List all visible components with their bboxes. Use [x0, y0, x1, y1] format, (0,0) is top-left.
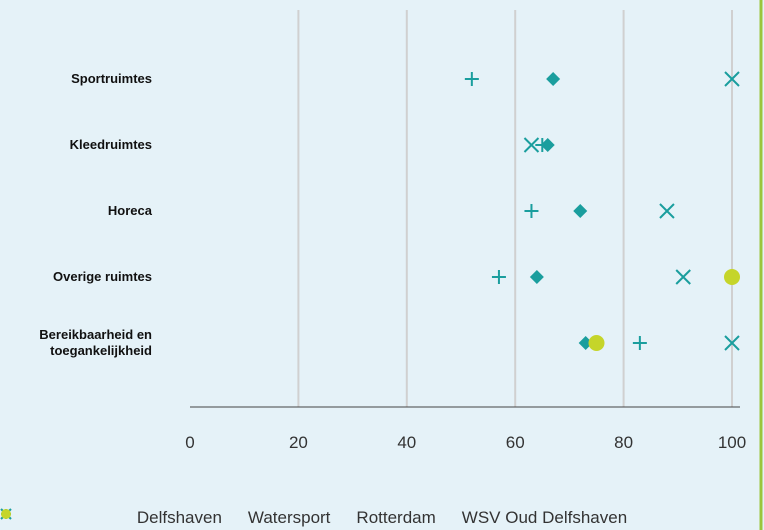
x-tick-label: 20: [289, 433, 308, 452]
legend-label: Rotterdam: [356, 508, 436, 527]
marker-circle: [724, 269, 740, 285]
marker-diamond: [573, 204, 588, 218]
marker-diamond: [529, 270, 544, 284]
marker-plus: [491, 270, 506, 284]
marker-plus: [464, 72, 479, 86]
x-tick-label: 0: [185, 433, 194, 452]
legend-label: Delfshaven: [136, 508, 222, 527]
category-label: Kleedruimtes: [69, 137, 152, 152]
legend-label: WSV Oud Delfshaven: [461, 508, 628, 527]
marker-circle: [588, 335, 605, 351]
legend-icon: [1, 509, 11, 519]
legend-label: Watersport: [247, 508, 331, 527]
x-tick-label: 60: [506, 433, 525, 452]
marker-plus: [524, 204, 539, 218]
legend-item: Rotterdam: [1, 508, 436, 528]
legend-item: WSV Oud Delfshaven: [1, 508, 628, 528]
marker-x: [724, 71, 740, 87]
marker-x: [659, 203, 675, 219]
marker-diamond: [540, 138, 555, 152]
category-label: Overige ruimtes: [53, 269, 152, 284]
marker-x: [523, 137, 540, 153]
category-label: Horeca: [107, 203, 152, 218]
marker-diamond: [578, 336, 593, 350]
legend-item: Watersport: [0, 508, 331, 528]
legend: Delfshaven Watersport Rotterdam WSV Oud Del…: [0, 508, 764, 528]
legend-item: Delfshaven: [1, 508, 222, 528]
x-tick-label: 100: [718, 433, 746, 452]
marker-circle: [1, 509, 11, 519]
x-tick-label: 80: [614, 433, 633, 452]
marker-plus: [632, 336, 647, 350]
x-tick-label: 40: [397, 433, 416, 452]
category-label: Bereikbaarheid en toegankelijkheid: [39, 327, 152, 358]
marker-diamond: [546, 72, 561, 86]
marker-x: [675, 269, 691, 285]
category-label: Sportruimtes: [71, 71, 152, 86]
marker-x: [724, 335, 740, 351]
